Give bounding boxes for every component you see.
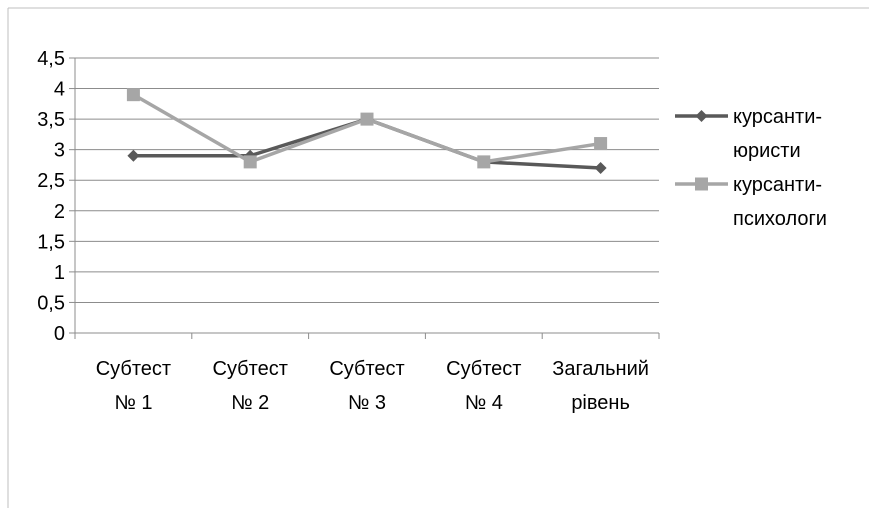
x-tick-label: Субтест: [329, 358, 404, 380]
legend-label: юристи: [733, 140, 801, 162]
data-point-marker: [243, 155, 257, 169]
legend-marker: [695, 110, 708, 122]
data-point-marker: [477, 155, 491, 169]
y-tick-label: 4,5: [37, 48, 65, 70]
data-point-marker: [594, 137, 608, 151]
y-axis-tick-labels: 0 0,5 1 1,5 2 2,5 3 3,5 4 4,5: [37, 48, 65, 345]
x-tick-label: рівень: [571, 392, 630, 414]
y-tick-label: 4: [54, 79, 65, 101]
legend-label: курсанти-: [733, 106, 822, 128]
data-point-marker: [126, 88, 140, 102]
y-tick-label: 2: [54, 201, 65, 223]
y-tick-label: 1: [54, 262, 65, 284]
x-tick-label: № 1: [114, 392, 152, 414]
legend-label: психологи: [733, 208, 827, 230]
y-tick-label: 3,5: [37, 109, 65, 131]
series-line: [133, 117, 601, 170]
y-tick-label: 2,5: [37, 170, 65, 192]
legend-label: курсанти-: [733, 174, 822, 196]
x-axis-tick-labels: Субтест № 1 Субтест № 2 Субтест № 3 Субтест № 4…: [96, 358, 649, 414]
y-tick-label: 3: [54, 140, 65, 162]
x-tick-label: Субтест: [446, 358, 521, 380]
x-tick-label: № 3: [348, 392, 386, 414]
series: [126, 88, 608, 174]
x-tick-label: Субтест: [213, 358, 288, 380]
y-tick-label: 0,5: [37, 292, 65, 314]
x-tick-label: Субтест: [96, 358, 171, 380]
legend: курсанти-юристи курсанти-психологи: [675, 106, 827, 230]
y-tick-label: 1,5: [37, 231, 65, 253]
legend-marker: [695, 177, 708, 191]
x-tick-label: № 2: [231, 392, 269, 414]
series-line: [132, 93, 601, 164]
gridlines: [75, 57, 659, 303]
x-tick-label: Загальний: [552, 358, 649, 380]
y-tick-label: 0: [54, 323, 65, 345]
x-tick-label: № 4: [465, 392, 503, 414]
data-point-marker: [127, 149, 140, 162]
data-point-marker: [594, 162, 607, 174]
data-point-marker: [360, 112, 374, 126]
axes: [69, 57, 660, 339]
